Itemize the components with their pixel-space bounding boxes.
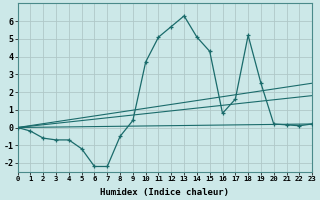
X-axis label: Humidex (Indice chaleur): Humidex (Indice chaleur) — [100, 188, 229, 197]
